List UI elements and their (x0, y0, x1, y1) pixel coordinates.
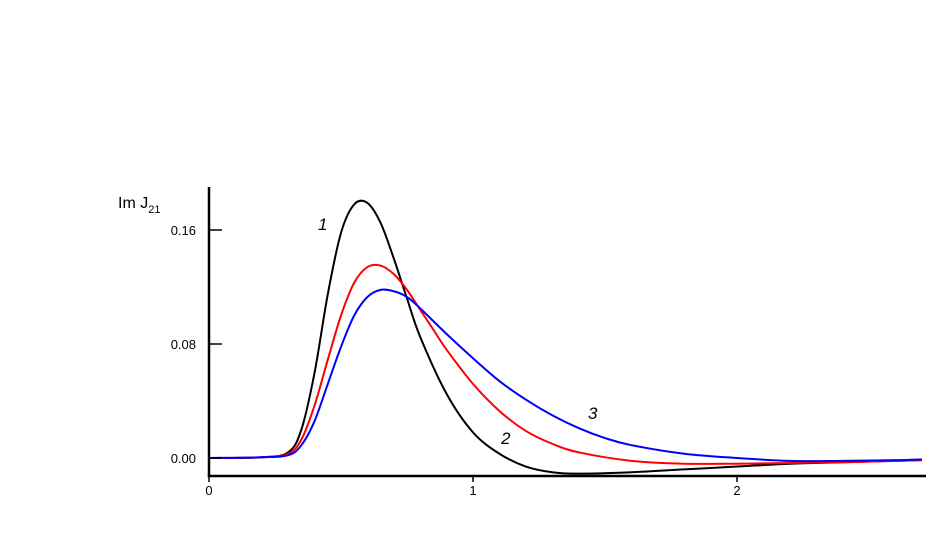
y-tick-label: 0.00 (171, 451, 196, 466)
series-line-2 (208, 263, 922, 465)
series-line-1 (208, 199, 922, 475)
axes (207, 187, 926, 478)
series-curves (208, 199, 922, 475)
axis-ticks: 0 1 2 0.00 0.08 0.16 (171, 223, 741, 498)
y-tick-label: 0.16 (171, 223, 196, 238)
x-tick-label: 2 (733, 483, 740, 498)
y-axis-label: Im J21 (118, 195, 160, 216)
y-tick-label: 0.08 (171, 337, 196, 352)
series-line-3 (208, 288, 922, 463)
curve-label-1: 1 (318, 215, 327, 234)
x-tick-label: 1 (469, 483, 476, 498)
curve-label-2: 2 (500, 429, 511, 448)
x-tick-label: 0 (205, 483, 212, 498)
curve-label-3: 3 (588, 404, 598, 423)
